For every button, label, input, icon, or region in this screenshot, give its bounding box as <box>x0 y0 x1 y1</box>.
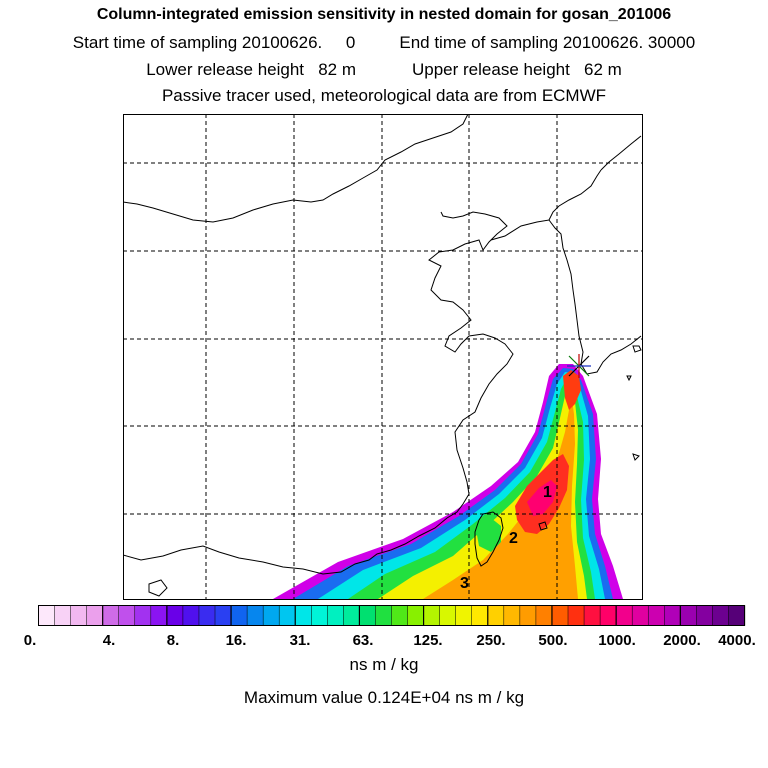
end-time-label: End time of sampling 20100626. 30000 <box>399 33 696 52</box>
colorbar-ticks <box>102 605 681 626</box>
maximum-value-label: Maximum value 0.124E+04 ns m / kg <box>243 688 525 707</box>
colorbar-cell <box>647 605 665 626</box>
colorbar-cells <box>38 605 746 626</box>
island-small-1 <box>626 375 632 382</box>
upper-release-label: Upper release height 62 m <box>412 60 622 79</box>
colorbar-cell <box>70 605 88 626</box>
colorbar-cell <box>439 605 457 626</box>
colorbar-tick-label: 63. <box>353 632 374 649</box>
sensitivity-plume <box>273 364 623 599</box>
colorbar-frame <box>38 605 745 626</box>
colorbar-cell <box>551 605 569 626</box>
release-heights: Lower release height 82 m Upper release h… <box>0 60 768 80</box>
lower-release-label: Lower release height 82 m <box>146 60 356 79</box>
colorbar-cell <box>455 605 473 626</box>
colorbar-cell <box>664 605 681 626</box>
colorbar-tick-label: 0. <box>24 632 37 649</box>
coastlines <box>123 114 642 597</box>
colorbar-cell <box>262 605 280 626</box>
colorbar-cell <box>535 605 553 626</box>
colorbar-unit-label: ns m / kg <box>349 655 419 674</box>
cluster-label-2: 2 <box>509 530 518 547</box>
colorbar-tick-label: 250. <box>476 632 505 649</box>
receptor-star-icon <box>567 354 591 378</box>
map-panel: 1 2 3 <box>123 114 643 600</box>
colorbar-cell <box>471 605 489 626</box>
map-title: Column-integrated emission sensitivity i… <box>96 6 672 23</box>
colorbar-cell <box>567 605 585 626</box>
island-small-3 <box>538 521 548 531</box>
grid-lines <box>123 114 642 599</box>
plume-orange-layer <box>423 400 578 599</box>
colorbar-tick-label: 2000. <box>663 632 701 649</box>
island-small-2 <box>632 453 640 461</box>
sampling-times: Start time of sampling 20100626. 0 End ti… <box>0 33 768 53</box>
colorbar-cell <box>423 605 441 626</box>
colorbar-cell <box>246 605 264 626</box>
colorbar-cell <box>198 605 216 626</box>
colorbar-tick-label: 16. <box>226 632 247 649</box>
colorbar-cell <box>294 605 312 626</box>
taiwan-island <box>474 511 504 567</box>
coastline-korea-north <box>548 169 602 221</box>
colorbar-cell <box>359 605 377 626</box>
colorbar-tick-label: 31. <box>290 632 311 649</box>
colorbar-cell <box>38 605 56 626</box>
tracer-note: Passive tracer used, meteorological data… <box>161 86 607 105</box>
colorbar-cell <box>327 605 345 626</box>
colorbar-tick-label: 4000. <box>718 632 756 649</box>
colorbar-cell <box>375 605 393 626</box>
colorbar: 0. 4. 8. 16. 31. 63. 125. 250. 500. 1000… <box>24 605 756 649</box>
coastline-far-north <box>600 135 642 171</box>
plume-magenta-core <box>527 480 557 516</box>
coastline-mainland <box>123 114 469 223</box>
cluster-label-1: 1 <box>543 484 552 501</box>
colorbar-cell <box>583 605 601 626</box>
plume-green-patch <box>475 518 501 552</box>
colorbar-cell <box>519 605 537 626</box>
island-jeju <box>632 345 642 353</box>
colorbar-cell <box>182 605 200 626</box>
colorbar-cell <box>696 605 714 626</box>
colorbar-cell <box>391 605 409 626</box>
colorbar-cell <box>343 605 361 626</box>
colorbar-cell <box>86 605 104 626</box>
colorbar-cell <box>214 605 232 626</box>
colorbar-cell <box>407 605 425 626</box>
colorbar-tick-label: 125. <box>413 632 442 649</box>
colorbar-cell <box>615 605 633 626</box>
colorbar-cell <box>728 605 746 626</box>
map-frame <box>123 114 643 600</box>
colorbar-tick-label: 8. <box>167 632 180 649</box>
colorbar-tick-label: 1000. <box>598 632 636 649</box>
colorbar-cell <box>150 605 168 626</box>
colorbar-cell <box>599 605 617 626</box>
colorbar-cell <box>134 605 152 626</box>
colorbar-cell <box>503 605 521 626</box>
colorbar-cell <box>278 605 296 626</box>
colorbar-cell <box>311 605 328 626</box>
colorbar-cell <box>230 605 248 626</box>
start-time-label: Start time of sampling 20100626. 0 <box>72 33 356 52</box>
cluster-labels: 1 2 3 <box>460 484 552 592</box>
coastline-china-east <box>123 211 514 575</box>
coastline-korea <box>490 219 642 375</box>
colorbar-cell <box>102 605 120 626</box>
colorbar-cell <box>631 605 649 626</box>
plume-receptor-core <box>563 370 581 410</box>
colorbar-cell <box>118 605 136 626</box>
colorbar-cell <box>680 605 698 626</box>
colorbar-cell <box>54 605 72 626</box>
colorbar-tick-labels: 0. 4. 8. 16. 31. 63. 125. 250. 500. 1000… <box>24 632 756 649</box>
cluster-label-3: 3 <box>460 575 469 592</box>
colorbar-tick-label: 4. <box>103 632 116 649</box>
colorbar-tick-label: 500. <box>538 632 567 649</box>
island-hainan <box>148 579 168 597</box>
colorbar-cell <box>712 605 730 626</box>
colorbar-cell <box>166 605 184 626</box>
colorbar-cell <box>487 605 505 626</box>
